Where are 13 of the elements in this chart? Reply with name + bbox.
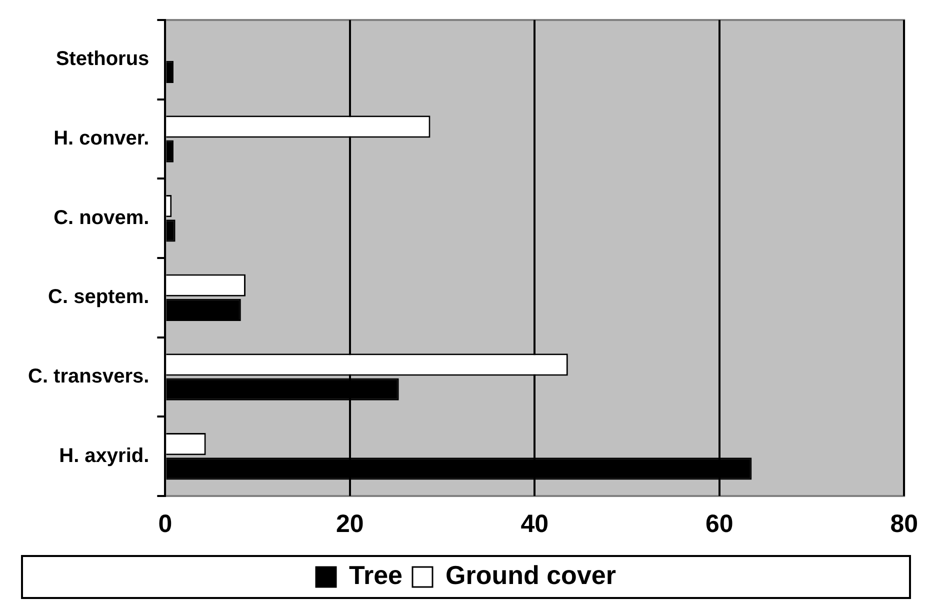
x-tick-label: 80 — [890, 510, 918, 538]
x-tick-label: 60 — [705, 510, 734, 538]
legend-label: Ground cover — [446, 560, 616, 590]
y-tick-label: C. transvers. — [28, 366, 150, 388]
x-tick-label: 40 — [520, 510, 549, 538]
y-tick-label: H. conver. — [54, 128, 150, 150]
y-tick-label: C. septem. — [48, 286, 150, 308]
x-tick-label: 20 — [336, 510, 364, 538]
x-tick-label: 0 — [158, 510, 172, 538]
legend-label: Tree — [349, 560, 403, 590]
y-tick-label: H. axyrid. — [59, 444, 150, 467]
y-tick-label: C. novem. — [54, 206, 150, 229]
y-tick-label: Stethorus — [56, 48, 150, 70]
